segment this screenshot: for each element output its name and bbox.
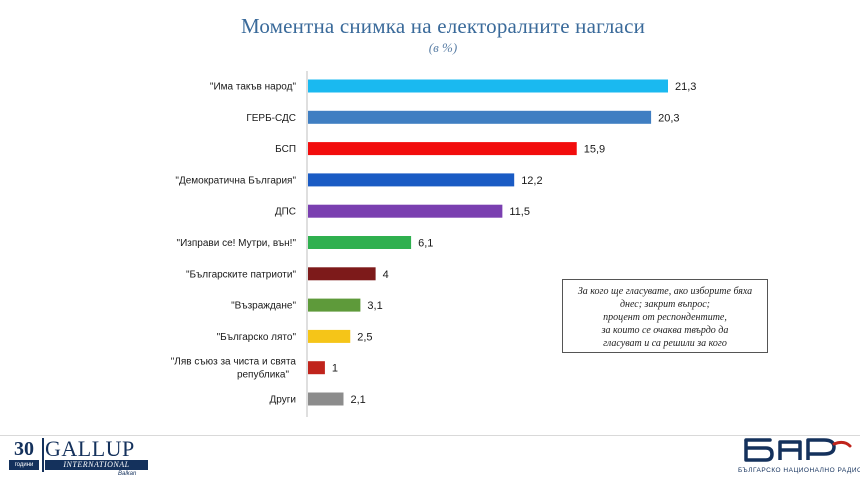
- bnr-logo: БЪЛГАРСКО НАЦИОНАЛНО РАДИО: [738, 436, 860, 480]
- bar: [308, 110, 652, 124]
- value-label: 1: [332, 363, 338, 375]
- gallup-years: 30: [14, 438, 34, 460]
- value-label: 20,3: [658, 112, 679, 124]
- category-label: "Изправи се! Мутри, вън!": [177, 238, 297, 249]
- chart-subtitle: (в %): [428, 40, 458, 55]
- gallup-country: Balkan: [118, 471, 137, 477]
- bar: [308, 142, 577, 156]
- bnr-name: БЪЛГАРСКО НАЦИОНАЛНО РАДИО: [738, 467, 860, 474]
- chart-title: Моментна снимка на електоралните нагласи: [240, 14, 646, 38]
- category-label: "Ляв съюз за чиста и свята република": [171, 357, 297, 381]
- bars-group: "Има такъв народ" 21,3 ГЕРБ-СДС 20,3 БСП 15,9…: [171, 79, 696, 406]
- bar-chart: "Има такъв народ" 21,3 ГЕРБ-СДС 20,3 БСП 15,9…: [171, 71, 696, 417]
- category-label: БСП: [275, 144, 296, 155]
- bar: [308, 329, 351, 343]
- value-label: 6,1: [418, 238, 433, 250]
- bar: [308, 361, 325, 375]
- value-label: 11,5: [509, 206, 530, 218]
- category-label: "Българските патриоти": [186, 269, 297, 280]
- category-label: "Българско лято": [217, 332, 297, 343]
- gallup-30-badge: 30 години: [8, 438, 44, 472]
- value-label: 4: [383, 269, 389, 281]
- value-label: 21,3: [675, 81, 696, 93]
- category-label: "Има такъв народ": [210, 82, 297, 93]
- note-line: за които се очаква твърдо да: [601, 325, 729, 336]
- gallup-years-sub: години: [9, 460, 39, 470]
- survey-note: За кого ще гласувате, ако изборите бяха …: [562, 279, 768, 353]
- bar: [308, 392, 344, 406]
- category-label: "Възраждане": [231, 301, 296, 312]
- category-label: ДПС: [275, 207, 296, 218]
- bar: [308, 173, 515, 187]
- bar: [308, 236, 412, 249]
- value-label: 12,2: [521, 175, 542, 187]
- value-label: 2,5: [357, 331, 372, 343]
- bar: [308, 267, 376, 281]
- note-line: За кого ще гласувате, ако изборите бяха: [577, 286, 753, 297]
- category-label: Други: [270, 395, 296, 406]
- bar: [308, 79, 668, 93]
- gallup-name: GALLUP: [45, 436, 135, 461]
- note-line: днес; закрит въпрос;: [619, 299, 711, 310]
- value-label: 2,1: [350, 394, 365, 406]
- category-label: ГЕРБ-СДС: [246, 113, 296, 124]
- note-line: гласуват и са решили за кого: [603, 338, 727, 349]
- note-line: процент от респондентите,: [603, 312, 727, 323]
- value-label: 15,9: [584, 144, 605, 156]
- gallup-international: INTERNATIONAL: [45, 460, 148, 470]
- bnr-logo-mark: [744, 438, 852, 462]
- category-label: "Демократична България": [175, 175, 296, 186]
- value-label: 3,1: [367, 300, 382, 312]
- gallup-logo: 30 години GALLUP INTERNATIONAL Balkan: [8, 438, 148, 478]
- bar: [308, 298, 361, 312]
- bar: [308, 204, 503, 218]
- footer-divider: [0, 435, 860, 436]
